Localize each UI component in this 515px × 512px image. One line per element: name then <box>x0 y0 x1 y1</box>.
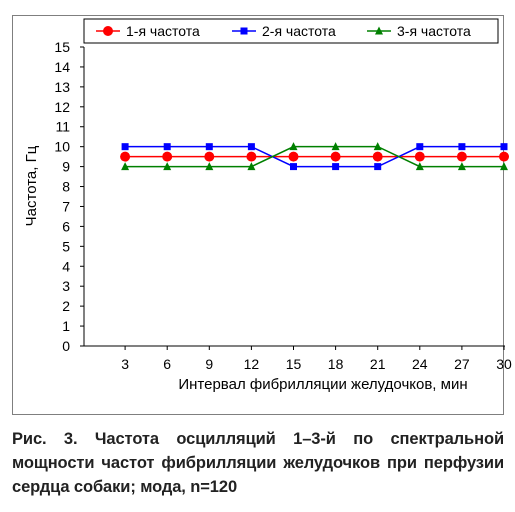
y-tick-label: 13 <box>54 79 70 95</box>
data-point <box>414 151 425 162</box>
x-tick-label: 30 <box>496 356 512 372</box>
figure-frame <box>12 15 504 415</box>
x-tick-label: 24 <box>412 356 428 372</box>
data-point <box>457 162 466 171</box>
series-3 <box>121 142 508 171</box>
line-chart: 1-я частота 2-я частота 3-я частота 012345… <box>23 18 512 393</box>
y-tick-label: 2 <box>62 298 70 314</box>
data-point <box>331 142 340 151</box>
data-point <box>500 143 508 151</box>
y-tick-label: 5 <box>62 238 70 254</box>
series-1 <box>120 151 509 162</box>
data-point <box>204 151 215 162</box>
x-tick-label: 27 <box>454 356 470 372</box>
y-tick-label: 11 <box>55 119 70 135</box>
x-tick-label: 9 <box>205 356 213 372</box>
y-tick-label: 3 <box>62 278 70 294</box>
data-point <box>162 151 173 162</box>
y-tick-label: 8 <box>62 179 70 195</box>
data-point <box>372 151 383 162</box>
data-point <box>374 163 382 171</box>
data-point <box>500 162 508 171</box>
legend-marker <box>240 27 248 35</box>
data-point <box>290 163 297 171</box>
data-point <box>247 162 256 171</box>
x-tick-label: 12 <box>244 356 260 372</box>
series-line <box>125 145 504 168</box>
figure-caption: Рис. 3. Частота осцилляций 1–3-й по спек… <box>12 430 504 496</box>
y-tick-label: 12 <box>54 99 70 115</box>
legend-marker <box>103 26 113 36</box>
data-point <box>205 143 213 151</box>
data-point <box>247 143 255 151</box>
data-point <box>499 151 509 162</box>
y-tick-label: 0 <box>62 338 70 354</box>
y-tick-label: 15 <box>54 39 70 55</box>
data-point <box>415 162 424 171</box>
legend-label: 2-я частота <box>262 23 336 39</box>
y-axis-title: Частота, Гц <box>23 145 40 226</box>
data-point <box>121 162 130 171</box>
y-tick-label: 10 <box>54 139 70 155</box>
y-tick-label: 4 <box>62 258 70 274</box>
data-point <box>163 143 171 151</box>
x-tick-label: 3 <box>121 356 129 372</box>
legend: 1-я частота 2-я частота 3-я частота <box>83 18 499 44</box>
data-point <box>246 151 257 162</box>
series-line <box>125 145 504 168</box>
data-point <box>163 162 172 171</box>
y-tick-label: 14 <box>54 59 70 75</box>
data-point <box>332 163 340 171</box>
x-tick-label: 6 <box>163 356 171 372</box>
data-point <box>416 143 424 151</box>
data-point <box>373 142 382 151</box>
data-point <box>330 151 341 162</box>
data-point <box>205 162 214 171</box>
y-tick-label: 1 <box>62 318 70 334</box>
axes <box>80 46 505 350</box>
y-tick-label: 7 <box>62 198 70 214</box>
legend-label: 3-я частота <box>397 23 471 39</box>
data-point <box>289 142 298 151</box>
data-point <box>120 151 131 162</box>
y-tick-label: 6 <box>62 218 70 234</box>
data-point <box>456 151 467 162</box>
x-tick-label: 21 <box>370 356 386 372</box>
legend-label: 1-я частота <box>126 23 200 39</box>
data-point <box>288 151 299 162</box>
series-lines <box>120 142 509 171</box>
data-point <box>121 143 129 151</box>
y-tick-label: 9 <box>62 159 70 175</box>
x-tick-labels: 3 6 9 12 15 18 21 24 27 30 <box>121 356 512 372</box>
x-tick-label: 18 <box>328 356 344 372</box>
data-point <box>458 143 466 151</box>
x-axis-title: Интервал фибрилляции желудочков, мин <box>178 376 467 393</box>
series-2 <box>121 143 508 171</box>
legend-marker <box>375 26 383 35</box>
x-tick-label: 15 <box>286 356 302 372</box>
legend-box <box>83 18 499 44</box>
